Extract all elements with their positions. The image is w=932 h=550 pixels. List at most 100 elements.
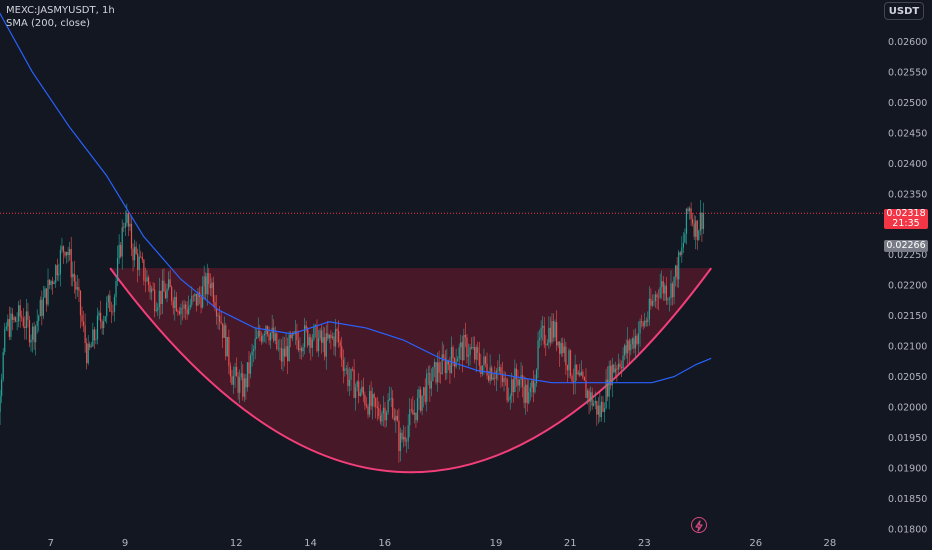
candle-body xyxy=(38,316,40,321)
currency-button[interactable]: USDT xyxy=(884,2,924,20)
candle-body xyxy=(514,368,516,393)
candle-body xyxy=(172,300,174,309)
candle xyxy=(413,400,415,424)
candle xyxy=(582,369,584,380)
candle-body xyxy=(287,346,289,362)
candle xyxy=(381,410,383,427)
candle-body xyxy=(483,356,485,366)
candle xyxy=(262,333,264,344)
candle xyxy=(146,270,148,282)
candle xyxy=(263,330,266,343)
candle-body xyxy=(348,379,351,386)
candle xyxy=(181,300,184,321)
candle xyxy=(430,368,432,397)
candle xyxy=(432,366,434,382)
candle xyxy=(373,392,375,408)
candle-body xyxy=(559,341,561,354)
y-axis[interactable]: 0.02600 0.02550 0.02500 0.02450 0.02400 0.023… xyxy=(888,37,927,536)
candle-body xyxy=(560,343,562,354)
candle-body xyxy=(41,299,43,316)
candle-body xyxy=(31,326,34,340)
candle-body xyxy=(571,375,573,382)
symbol-title[interactable]: MEXC:JASMYUSDT, 1h xyxy=(6,5,115,16)
candle-body xyxy=(324,337,326,357)
candle xyxy=(538,329,541,348)
candle-body xyxy=(574,364,576,382)
candle xyxy=(699,199,701,236)
candle xyxy=(658,289,660,311)
candle xyxy=(11,308,14,331)
candle xyxy=(622,347,624,372)
candle-body xyxy=(64,252,66,256)
candle xyxy=(18,300,20,328)
candle-body xyxy=(98,312,100,316)
candle-body xyxy=(268,334,270,341)
candle-body xyxy=(500,367,502,375)
candle xyxy=(508,387,510,403)
candle-body xyxy=(582,371,584,378)
candle-body xyxy=(69,249,71,256)
candle-body xyxy=(144,280,147,282)
candle xyxy=(171,285,173,306)
candle-body xyxy=(152,288,154,290)
candle xyxy=(534,374,536,394)
candle-body xyxy=(116,258,119,282)
candle xyxy=(648,286,650,326)
x-tick-label: 26 xyxy=(749,538,762,549)
candle-body xyxy=(429,373,431,389)
candle-body xyxy=(693,223,695,237)
sma-layer xyxy=(0,12,712,384)
candle-body xyxy=(389,399,391,401)
candle xyxy=(178,306,181,316)
candle-body xyxy=(186,309,188,314)
candle xyxy=(115,277,117,306)
candle-body xyxy=(692,219,694,224)
candle xyxy=(548,316,550,349)
x-tick-label: 21 xyxy=(564,538,577,549)
candle-body xyxy=(449,364,451,373)
candle-body xyxy=(495,370,497,379)
candle xyxy=(222,323,224,348)
candle xyxy=(682,232,684,254)
cup-pattern-layer xyxy=(109,267,712,474)
candle xyxy=(602,395,604,413)
candle-body xyxy=(249,355,252,374)
indicator-label[interactable]: SMA (200, close) xyxy=(6,18,90,29)
candle-body xyxy=(684,233,686,243)
candle xyxy=(328,334,330,344)
candle xyxy=(590,386,592,412)
candle-body xyxy=(583,377,586,381)
candle xyxy=(334,318,337,357)
candle-body xyxy=(545,344,547,346)
candle-body xyxy=(273,327,275,341)
candle-body xyxy=(633,338,635,349)
candle xyxy=(209,273,211,296)
candle-body xyxy=(138,256,140,270)
candle-body xyxy=(270,332,272,341)
candle xyxy=(494,366,496,386)
candle-body xyxy=(50,281,52,285)
candle xyxy=(630,339,632,356)
candle-body xyxy=(399,432,402,451)
x-axis[interactable]: 7 9 12 14 16 19 21 23 26 28 xyxy=(48,538,837,549)
candle xyxy=(234,362,236,388)
candle xyxy=(370,381,372,410)
lightning-icon[interactable] xyxy=(691,517,707,533)
candle xyxy=(180,303,182,326)
candle-body xyxy=(137,253,139,270)
candle-body xyxy=(385,412,388,421)
candle-body xyxy=(463,334,465,361)
candle xyxy=(464,322,466,348)
candle-body xyxy=(503,378,505,383)
candle xyxy=(426,368,428,412)
candle xyxy=(656,292,658,309)
candle-body xyxy=(297,340,300,350)
candle-body xyxy=(76,287,78,290)
candle-body xyxy=(8,319,10,337)
candle xyxy=(509,393,511,410)
candle xyxy=(554,319,556,342)
candle-body xyxy=(489,367,491,381)
candle-body xyxy=(104,316,106,321)
candle xyxy=(149,281,151,300)
